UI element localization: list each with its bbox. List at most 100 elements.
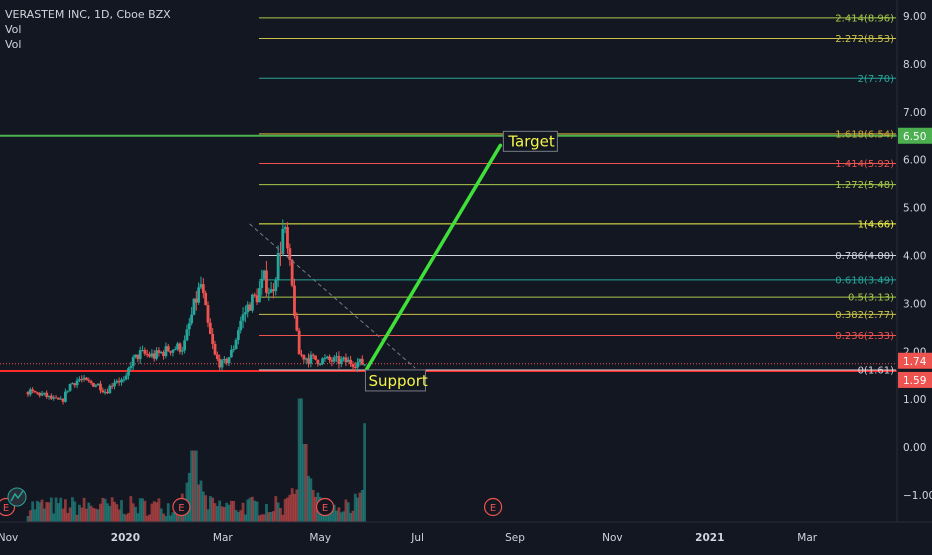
price-badge[interactable]	[898, 127, 932, 144]
candle-body	[330, 360, 334, 362]
volume-indicator-label-2[interactable]: Vol	[5, 38, 22, 51]
volume-bar	[314, 496, 317, 522]
volume-bar	[286, 497, 289, 522]
volume-bar	[199, 480, 203, 522]
candle-body	[117, 380, 121, 383]
price-badge-label: 1.74	[903, 356, 927, 368]
volume-bar	[47, 502, 51, 522]
candle-body	[342, 357, 345, 360]
volume-bar	[339, 512, 343, 522]
candle-body	[122, 379, 126, 381]
volume-bar	[187, 472, 191, 522]
price-badge[interactable]	[898, 371, 932, 388]
candle-body	[87, 380, 91, 382]
candle-body	[164, 346, 168, 357]
volume-bar	[150, 503, 154, 522]
price-badge-label: 6.50	[903, 131, 926, 143]
fib-level-label: 1.414(5.92)	[835, 159, 894, 170]
fib-level-label: 1.618(6.54)	[835, 129, 894, 140]
fib-extension-tool[interactable]: 2.414(8.96) 2.272(8.53) 2(7.70) 1.618(6.54)…	[259, 13, 896, 376]
candle-body	[206, 305, 210, 323]
earnings-marker[interactable]	[172, 497, 191, 517]
candle-body	[274, 280, 278, 292]
volume-bar	[162, 513, 165, 522]
candle-body	[169, 351, 172, 353]
candle-body	[328, 356, 331, 361]
candle-body	[176, 343, 180, 350]
candle-body	[94, 385, 98, 387]
volume-bar	[40, 499, 44, 522]
support-label-box[interactable]	[364, 369, 426, 392]
candle-body	[54, 397, 58, 399]
volume-bar	[342, 511, 345, 522]
volume-bar	[283, 498, 287, 522]
volume-bar	[213, 503, 217, 522]
candle-body	[236, 330, 240, 340]
candle-body	[92, 383, 95, 387]
candle-body	[31, 389, 35, 391]
candle-body	[241, 314, 245, 321]
candle-body	[208, 322, 212, 334]
fib-level-label: 2.272(8.53)	[835, 34, 894, 45]
volume-bar	[33, 509, 37, 522]
target-label-box[interactable]	[502, 130, 558, 152]
candle-body	[201, 284, 205, 294]
volume-bar	[194, 450, 198, 522]
candle-body	[103, 391, 107, 393]
candle-body	[141, 350, 144, 352]
volume-bar	[106, 503, 109, 522]
volume-bar	[346, 502, 350, 522]
candle-body	[190, 314, 194, 324]
price-badge[interactable]	[898, 352, 932, 369]
candle-body	[351, 364, 355, 367]
earnings-marker[interactable]	[483, 497, 503, 517]
candle-body	[145, 353, 149, 355]
candle-body	[260, 278, 264, 289]
volume-bar	[258, 515, 261, 522]
symbol-title[interactable]: VERASTEM INC, 1D, Cboe BZX	[5, 8, 171, 21]
candle-body	[127, 368, 130, 376]
candle-body	[108, 385, 112, 394]
volume-bar	[56, 503, 60, 522]
candle-body	[49, 395, 53, 399]
target-trend-line[interactable]	[364, 143, 503, 372]
volume-bar	[59, 497, 63, 522]
chart-legend: VERASTEM INC, 1D, Cboe BZX Vol Vol	[5, 7, 171, 52]
drawings[interactable]: Target Support	[249, 130, 558, 392]
volume-bar	[241, 502, 245, 522]
volume-bar	[169, 515, 172, 522]
volume-bar	[122, 513, 126, 522]
candle-body	[42, 392, 46, 394]
price-axis[interactable]: 9.008.007.006.005.004.003.002.001.000.00…	[896, 0, 932, 550]
volume-bar	[239, 510, 243, 522]
volume-bar	[229, 500, 233, 522]
candle-body	[61, 398, 65, 402]
fib-level-label: 0.382(2.77)	[835, 310, 894, 321]
volume-bar	[52, 513, 56, 522]
fib-level-label: 1(4.66)	[858, 219, 895, 230]
candle-body	[225, 358, 229, 364]
candle-body	[211, 333, 215, 344]
candle-body	[318, 363, 322, 365]
volume-bar	[211, 497, 215, 522]
earnings-marker[interactable]	[315, 497, 335, 517]
candle-body	[314, 355, 317, 360]
price-tick-label: 0.00	[903, 442, 926, 454]
time-tick-label: Mar	[213, 532, 233, 544]
dashed-trendline[interactable]	[249, 223, 416, 369]
candle-body	[166, 346, 170, 352]
volume-bar	[276, 502, 280, 522]
time-axis[interactable]: Nov 2020 Mar May Jul Sep Nov 2021 Mar	[0, 521, 932, 544]
volume-bar	[302, 444, 306, 522]
candle-body	[152, 353, 156, 359]
volume-bar	[82, 497, 86, 522]
price-tick-label: 6.00	[903, 155, 926, 167]
fib-level-label: 0.618(3.49)	[835, 275, 894, 286]
volume-bar	[141, 498, 144, 522]
volume-indicator-label[interactable]: Vol	[5, 23, 22, 36]
candle-body	[213, 343, 217, 355]
volume-bar	[110, 497, 114, 522]
